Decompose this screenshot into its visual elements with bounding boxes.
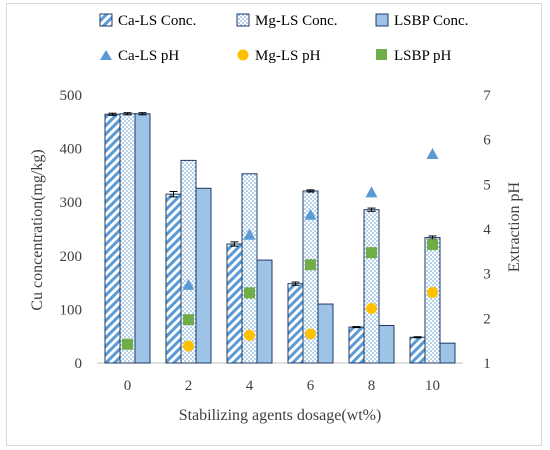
legend: Ca-LS Conc. Mg-LS Conc. LSBP Conc. Ca-LS…: [99, 13, 468, 64]
y2-axis-title: Extraction pH: [506, 181, 523, 272]
bar-ca-ls-conc: [348, 326, 365, 364]
y-tick-label: 500: [60, 88, 83, 104]
x-tick-label: 6: [307, 378, 315, 394]
bar-lsbp-conc: [378, 324, 395, 364]
bar-ca-ls-conc: [409, 336, 426, 364]
y2-tick-label: 5: [483, 177, 491, 193]
bar-ca-ls-conc: [287, 283, 304, 364]
legend-marker-ca-ls-ph: [100, 50, 112, 60]
point-lsbp-ph: [305, 259, 316, 271]
y2-tick-label: 6: [483, 133, 491, 149]
x-axis-title: Stabilizing agents dosage(wt%): [179, 407, 382, 424]
point-ca-ls-ph: [365, 186, 378, 198]
x-tick-label: 4: [246, 378, 254, 394]
legend-swatch-lsbp-conc: [375, 13, 389, 27]
point-mg-ls-ph: [427, 286, 438, 298]
bar-mg-ls-conc: [363, 209, 380, 364]
bar-lsbp-conc: [439, 342, 456, 364]
y-tick-label: 0: [75, 356, 83, 372]
bar-lsbp-conc: [256, 259, 273, 364]
bar-lsbp-conc: [195, 187, 212, 364]
point-mg-ls-ph: [366, 303, 377, 315]
legend-label-ca-ls-conc: Ca-LS Conc.: [118, 13, 196, 29]
y2-tick-label: 2: [483, 311, 491, 327]
legend-label-ca-ls-ph: Ca-LS pH: [118, 48, 179, 64]
x-tick-label: 8: [368, 378, 376, 394]
y2-tick-label: 1: [483, 356, 491, 372]
bar-mg-ls-conc: [119, 113, 136, 364]
x-tick-label: 2: [185, 378, 193, 394]
x-tick-label: 0: [124, 378, 132, 394]
point-lsbp-ph: [183, 314, 194, 326]
point-lsbp-ph: [427, 239, 438, 251]
y2-tick-label: 7: [483, 88, 491, 104]
legend-label-mg-ls-conc: Mg-LS Conc.: [255, 13, 338, 29]
point-mg-ls-ph: [244, 329, 255, 341]
chart-frame: [6, 3, 542, 446]
y2-tick-label: 3: [483, 267, 491, 283]
legend-marker-mg-ls-ph: [237, 49, 249, 61]
legend-swatch-ca-ls-conc: [99, 13, 113, 27]
point-lsbp-ph: [244, 287, 255, 299]
y2-tick-label: 4: [483, 222, 491, 238]
point-lsbp-ph: [122, 338, 133, 350]
y-tick-label: 200: [60, 249, 83, 265]
point-lsbp-ph: [366, 247, 377, 259]
legend-label-lsbp-conc: LSBP Conc.: [394, 13, 468, 29]
point-ca-ls-ph: [426, 147, 439, 159]
point-ca-ls-ph: [304, 208, 317, 220]
legend-swatch-mg-ls-conc: [236, 13, 250, 27]
bar-mg-ls-conc: [424, 237, 441, 364]
point-ca-ls-ph: [182, 278, 195, 290]
y-tick-label: 400: [60, 142, 83, 158]
legend-marker-lsbp-ph: [376, 49, 387, 60]
point-mg-ls-ph: [183, 340, 194, 352]
bar-lsbp-conc: [134, 113, 151, 364]
bar-lsbp-conc: [317, 303, 334, 364]
point-ca-ls-ph: [243, 228, 256, 240]
bar-ca-ls-conc: [226, 243, 243, 364]
bar-mg-ls-conc: [180, 159, 197, 364]
legend-label-mg-ls-ph: Mg-LS pH: [255, 48, 321, 64]
bar-ca-ls-conc: [165, 193, 182, 364]
legend-label-lsbp-ph: LSBP pH: [394, 48, 452, 64]
bar-ca-ls-conc: [104, 113, 121, 364]
x-tick-label: 10: [425, 378, 440, 394]
point-mg-ls-ph: [305, 328, 316, 340]
y-axis-title: Cu concentration(mg/kg): [29, 149, 46, 310]
y-tick-label: 300: [60, 195, 83, 211]
plot-area: 0 100 200 300 400 500 1 2 3 4 5 6 7 0 2 4 6 8 10: [60, 88, 492, 394]
y-tick-label: 100: [60, 302, 83, 318]
